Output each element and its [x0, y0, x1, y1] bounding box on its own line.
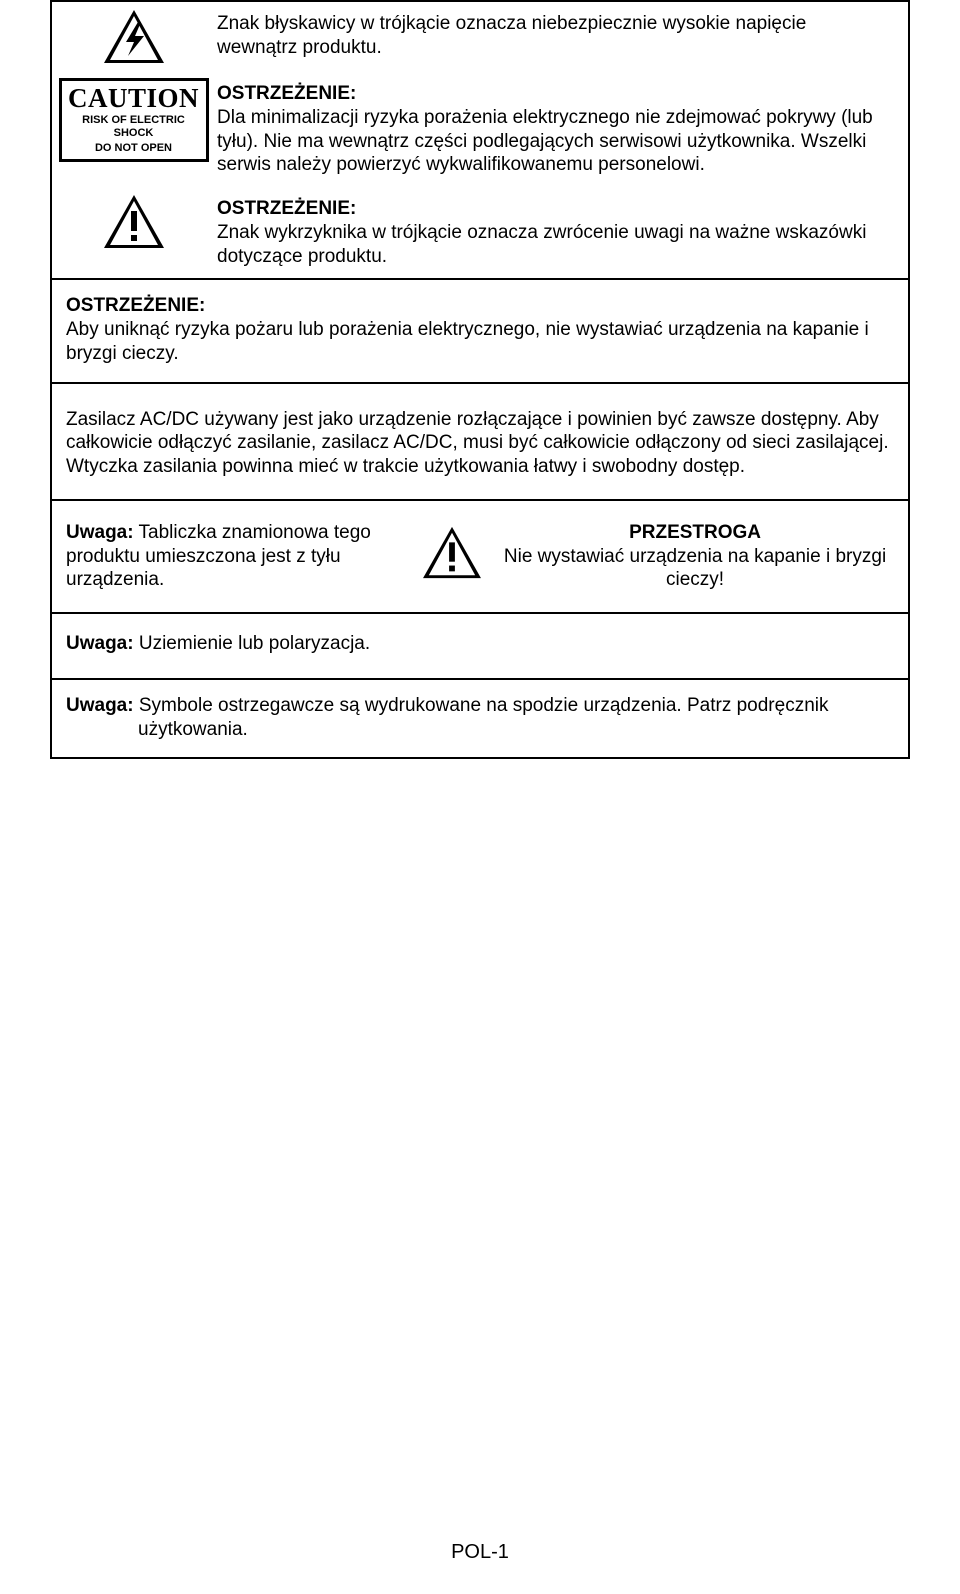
- acdc-block: Zasilacz AC/DC używany jest jako urządze…: [52, 384, 908, 499]
- page-number: POL-1: [50, 1541, 910, 1564]
- symbols-body-2: użytkowania.: [66, 718, 890, 742]
- warning-table: Znak błyskawicy w trójkącie oznacza nieb…: [50, 0, 910, 759]
- precaution-heading: PRZESTROGA: [629, 522, 761, 543]
- caution-heading: OSTRZEŻENIE:: [217, 83, 356, 104]
- exclamation-triangle-icon: [101, 193, 167, 251]
- subrow-lightning: Znak błyskawicy w trójkącie oznacza nieb…: [52, 2, 908, 72]
- icon-cell-lightning: [52, 2, 217, 72]
- caution-small-1: RISK OF ELECTRIC SHOCK: [64, 114, 204, 139]
- icon-cell-caution: CAUTION RISK OF ELECTRIC SHOCK DO NOT OP…: [52, 72, 217, 187]
- precaution-right: PRZESTROGA Nie wystawiać urządzenia na k…: [492, 521, 890, 592]
- row-fire: OSTRZEŻENIE: Aby uniknąć ryzyka pożaru l…: [52, 280, 908, 383]
- caution-big-label: CAUTION: [64, 84, 204, 112]
- ground-block: Uwaga: Uziemienie lub polaryzacja.: [52, 614, 908, 678]
- symbols-label: Uwaga:: [66, 695, 134, 716]
- exclamation-triangle-icon-2: [420, 525, 484, 581]
- rating-label: Uwaga:: [66, 522, 134, 543]
- row-symbols: Uwaga: Symbole ostrzegawcze są wydrukowa…: [52, 680, 908, 758]
- subrow-exclaim: OSTRZEŻENIE: Znak wykrzyknika w trójkąci…: [52, 187, 908, 278]
- row-acdc: Zasilacz AC/DC używany jest jako urządze…: [52, 384, 908, 501]
- ground-label: Uwaga:: [66, 633, 134, 654]
- row-rating-precaution: Uwaga: Tabliczka znamionowa tego produkt…: [52, 501, 908, 614]
- symbols-block: Uwaga: Symbole ostrzegawcze są wydrukowa…: [52, 680, 908, 758]
- row-ground: Uwaga: Uziemienie lub polaryzacja.: [52, 614, 908, 680]
- rating-precaution-block: Uwaga: Tabliczka znamionowa tego produkt…: [52, 501, 908, 612]
- precaution-icon-cell: [412, 521, 492, 581]
- ground-body: Uziemienie lub polaryzacja.: [134, 633, 371, 654]
- caution-body: Dla minimalizacji ryzyka porażenia elekt…: [217, 107, 873, 176]
- exclaim-heading: OSTRZEŻENIE:: [217, 198, 356, 219]
- lightning-triangle-icon: [101, 8, 167, 66]
- row-icons-warnings: Znak błyskawicy w trójkącie oznacza nieb…: [52, 2, 908, 280]
- acdc-body: Zasilacz AC/DC używany jest jako urządze…: [66, 409, 889, 478]
- lightning-text: Znak błyskawicy w trójkącie oznacza nieb…: [217, 2, 908, 72]
- fire-heading: OSTRZEŻENIE:: [66, 295, 205, 316]
- caution-label-box: CAUTION RISK OF ELECTRIC SHOCK DO NOT OP…: [59, 78, 209, 162]
- rating-left: Uwaga: Tabliczka znamionowa tego produkt…: [66, 521, 412, 592]
- fire-body: Aby uniknąć ryzyka pożaru lub porażenia …: [66, 319, 869, 364]
- fire-block: OSTRZEŻENIE: Aby uniknąć ryzyka pożaru l…: [52, 280, 908, 381]
- icon-cell-exclaim: [52, 187, 217, 278]
- symbols-body: Symbole ostrzegawcze są wydrukowane na s…: [134, 695, 829, 716]
- caution-text-block: OSTRZEŻENIE: Dla minimalizacji ryzyka po…: [217, 72, 908, 187]
- caution-small-2: DO NOT OPEN: [64, 142, 204, 155]
- subrow-caution: CAUTION RISK OF ELECTRIC SHOCK DO NOT OP…: [52, 72, 908, 187]
- precaution-body: Nie wystawiać urządzenia na kapanie i br…: [504, 546, 886, 591]
- exclaim-text-block: OSTRZEŻENIE: Znak wykrzyknika w trójkąci…: [217, 187, 908, 278]
- page: Znak błyskawicy w trójkącie oznacza nieb…: [0, 0, 960, 1594]
- exclaim-body: Znak wykrzyknika w trójkącie oznacza zwr…: [217, 222, 866, 267]
